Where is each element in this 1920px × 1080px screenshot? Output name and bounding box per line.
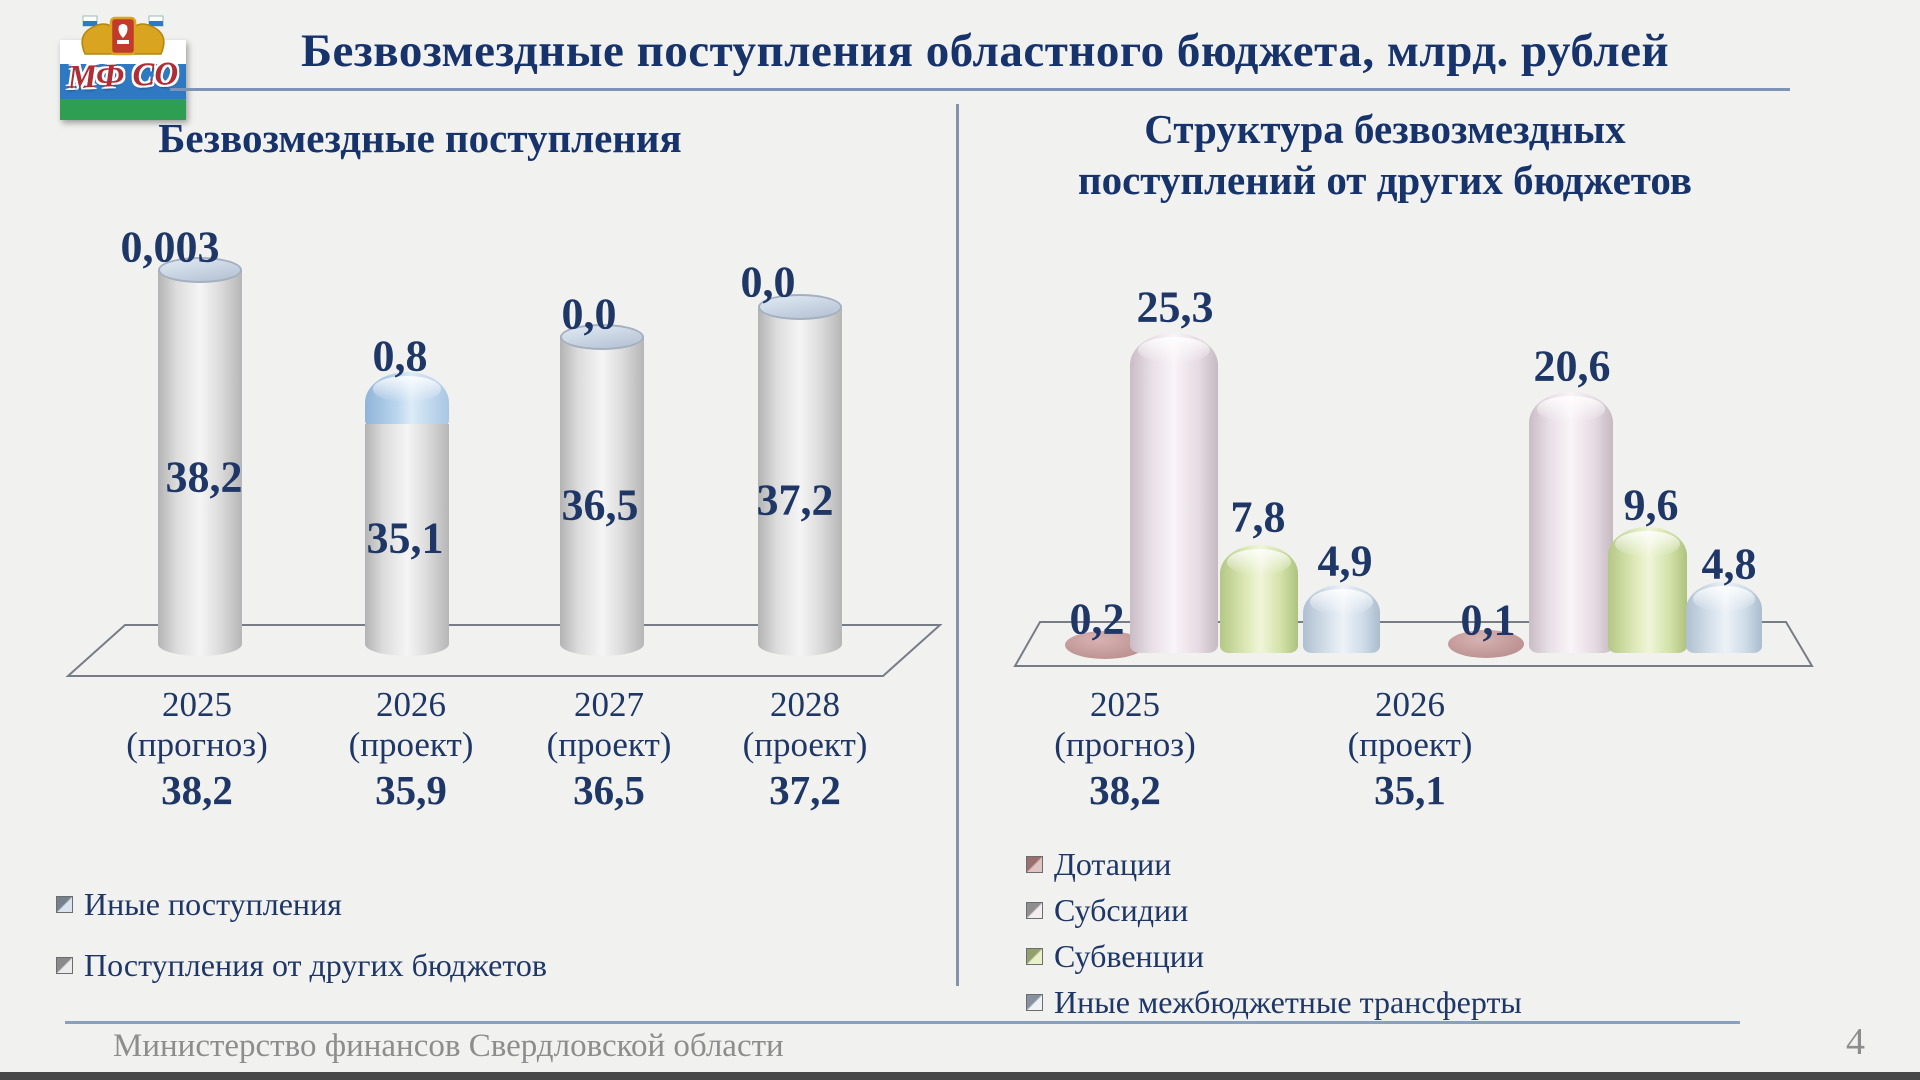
coat-of-arms-icon [81, 15, 165, 56]
chart-floor-left [65, 624, 943, 677]
title-underline [170, 88, 1790, 91]
bottom-strip [0, 1072, 1920, 1080]
legend-marker-drugie-icon [56, 957, 73, 974]
legend-marker-subvencii-icon [1026, 948, 1043, 965]
legend-right: Дотации Субсидии Субвенции Иные межбюдже… [1026, 846, 1522, 1030]
legend-item: Дотации [1026, 846, 1522, 883]
legend-marker-transferty-icon [1026, 994, 1043, 1011]
chart-title-right-line2: поступлений от других бюджетов [1077, 157, 1693, 203]
legend-item: Иные поступления [56, 886, 547, 923]
legend-label: Дотации [1054, 846, 1172, 882]
legend-item: Поступления от других бюджетов [56, 947, 547, 984]
legend-label: Субсидии [1054, 892, 1189, 928]
logo: МФ СО [60, 12, 186, 120]
chart-title-right: Структура безвозмездных поступлений от д… [1078, 104, 1692, 206]
chart-title-right-line1: Структура безвозмездных [1144, 106, 1626, 152]
chart-title-left: Безвозмездные поступления [158, 115, 682, 161]
panel-divider [956, 104, 959, 986]
legend-item: Субвенции [1026, 938, 1522, 975]
chart-floor-right [1013, 621, 1814, 667]
legend-left: Иные поступления Поступления от других б… [56, 886, 547, 1008]
page-number: 4 [1846, 1021, 1865, 1063]
footer-line [65, 1021, 1740, 1024]
legend-item: Иные межбюджетные трансферты [1026, 984, 1522, 1021]
legend-marker-dotacii-icon [1026, 856, 1043, 873]
legend-marker-inye-icon [56, 896, 73, 913]
page-title: Безвозмездные поступления областного бюд… [300, 25, 1670, 77]
legend-marker-subsidii-icon [1026, 902, 1043, 919]
legend-label: Иные межбюджетные трансферты [1054, 984, 1522, 1020]
legend-label: Субвенции [1054, 938, 1205, 974]
legend-item: Субсидии [1026, 892, 1522, 929]
footer-text: Министерство финансов Свердловской облас… [113, 1028, 784, 1064]
legend-label: Иные поступления [84, 886, 342, 922]
legend-label: Поступления от других бюджетов [84, 947, 548, 983]
